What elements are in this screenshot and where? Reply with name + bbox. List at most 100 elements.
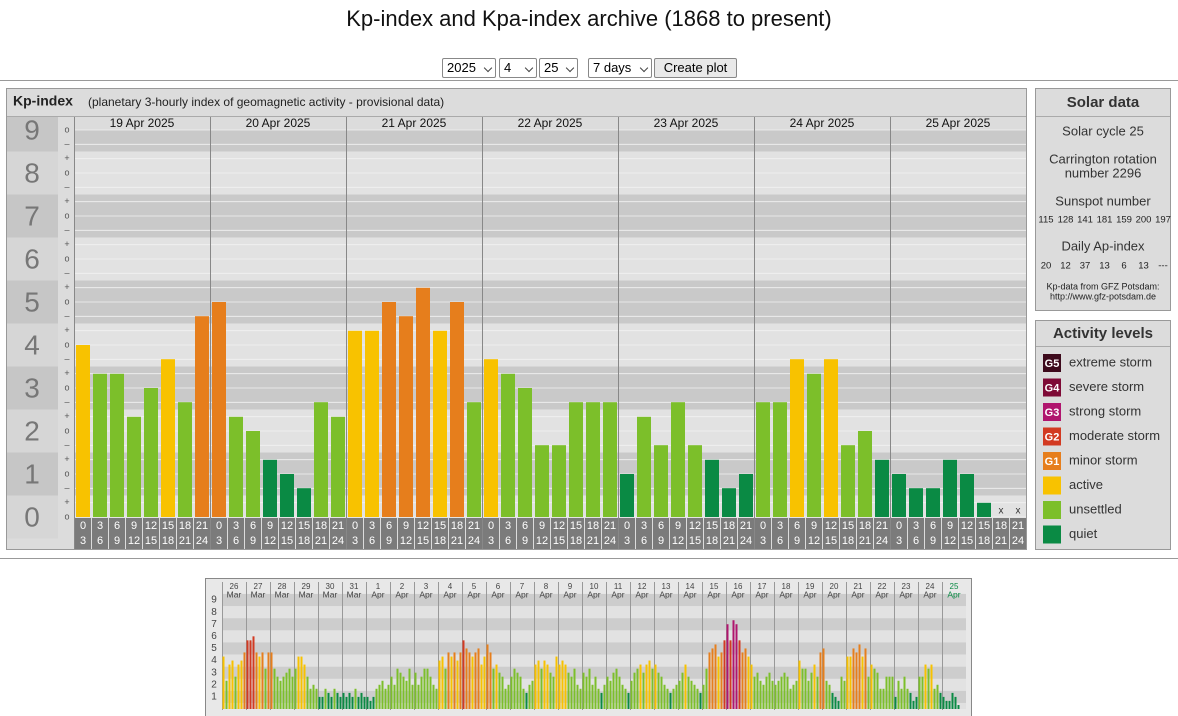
grid-band <box>74 237 1026 281</box>
mini-month-label: Apr <box>467 589 480 599</box>
y-band <box>7 366 58 410</box>
bar <box>620 474 634 517</box>
bar <box>824 359 838 517</box>
hour-start: 21 <box>196 520 208 532</box>
subtick-label: – <box>64 311 69 321</box>
level-name: extreme storm <box>1069 354 1152 369</box>
bar <box>678 680 681 709</box>
bar <box>249 640 252 709</box>
bar <box>492 668 495 709</box>
bar <box>873 668 876 709</box>
mini-day-label: 1 <box>376 582 381 591</box>
bar <box>875 459 889 517</box>
bar <box>633 672 636 709</box>
hour-cell <box>279 518 295 549</box>
hour-start: 3 <box>505 520 511 532</box>
mini-y-tick-label: 4 <box>211 655 217 666</box>
ap-title: Daily Ap-index <box>1061 238 1145 253</box>
month-select[interactable]: 4 <box>499 58 537 78</box>
hour-start: 15 <box>434 520 446 532</box>
mini-month-label: Apr <box>707 589 720 599</box>
hour-start: 18 <box>995 520 1007 532</box>
bar <box>297 656 300 709</box>
bar <box>303 664 306 709</box>
bar <box>843 680 846 709</box>
hour-start: 6 <box>658 520 664 532</box>
hour-cell <box>415 518 431 549</box>
bar <box>621 684 624 709</box>
create-plot-button[interactable]: Create plot <box>654 58 737 78</box>
hour-start: 21 <box>332 520 344 532</box>
solar-cycle: Solar cycle 25 <box>1062 123 1144 138</box>
mini-month-label: Mar <box>347 589 362 599</box>
bar <box>906 688 909 709</box>
bar <box>363 696 366 709</box>
bar <box>765 676 768 709</box>
span-select[interactable]: 7 days <box>588 58 652 78</box>
subtick-label: – <box>64 354 69 364</box>
hour-start: 18 <box>315 520 327 532</box>
hour-cell <box>109 518 125 549</box>
mini-month-label: Mar <box>227 589 242 599</box>
hour-start: 9 <box>403 520 409 532</box>
bar <box>671 402 685 517</box>
day-label: 22 Apr 2025 <box>518 116 583 130</box>
hour-end: 15 <box>417 535 429 547</box>
mini-month-label: Apr <box>371 589 384 599</box>
bar <box>892 474 906 517</box>
bar <box>144 388 158 517</box>
year-select[interactable]: 2025 <box>442 58 496 78</box>
mini-y-tick-label: 1 <box>211 692 217 703</box>
bar <box>420 676 423 709</box>
missing-marker: x <box>1016 506 1021 517</box>
hour-start: 0 <box>760 520 766 532</box>
day-label: 21 Apr 2025 <box>382 116 447 130</box>
bar <box>365 330 379 517</box>
hour-start: 15 <box>706 520 718 532</box>
bar <box>378 684 381 709</box>
bar <box>747 656 750 709</box>
bar <box>234 676 237 709</box>
bar <box>900 688 903 709</box>
bar <box>504 688 507 709</box>
y-band <box>7 237 58 281</box>
bar <box>780 676 783 709</box>
bar <box>510 676 513 709</box>
bar <box>819 652 822 709</box>
hour-end: 3 <box>896 535 902 547</box>
mini-month-label: Apr <box>563 589 576 599</box>
bar <box>333 688 336 709</box>
bar <box>110 373 124 517</box>
hour-start: 18 <box>587 520 599 532</box>
mini-day-label: 10 <box>590 582 599 591</box>
hour-end: 21 <box>179 535 191 547</box>
bar <box>263 459 277 517</box>
level-name: minor storm <box>1069 452 1138 467</box>
bar <box>927 668 930 709</box>
bar <box>429 676 432 709</box>
bar <box>660 676 663 709</box>
bar <box>535 445 549 517</box>
bar <box>741 652 744 709</box>
hour-end: 18 <box>842 535 854 547</box>
y-band <box>7 452 58 496</box>
bar <box>477 648 480 709</box>
bar <box>579 688 582 709</box>
mini-month-label: Apr <box>803 589 816 599</box>
day-select[interactable]: 25 <box>539 58 578 78</box>
bar <box>888 676 891 709</box>
levels-panel <box>1035 320 1171 550</box>
day-label: 25 Apr 2025 <box>926 116 991 130</box>
hour-end: 24 <box>1012 535 1024 547</box>
bar <box>127 416 141 517</box>
level-badge: G5 <box>1045 358 1060 370</box>
ap-value: 13 <box>1138 261 1149 272</box>
bar <box>828 684 831 709</box>
ap-value: 6 <box>1121 261 1126 272</box>
bar <box>312 684 315 709</box>
hour-end: 15 <box>553 535 565 547</box>
bar <box>688 445 702 517</box>
bar <box>348 692 351 709</box>
hour-start: 18 <box>859 520 871 532</box>
bar <box>783 672 786 709</box>
